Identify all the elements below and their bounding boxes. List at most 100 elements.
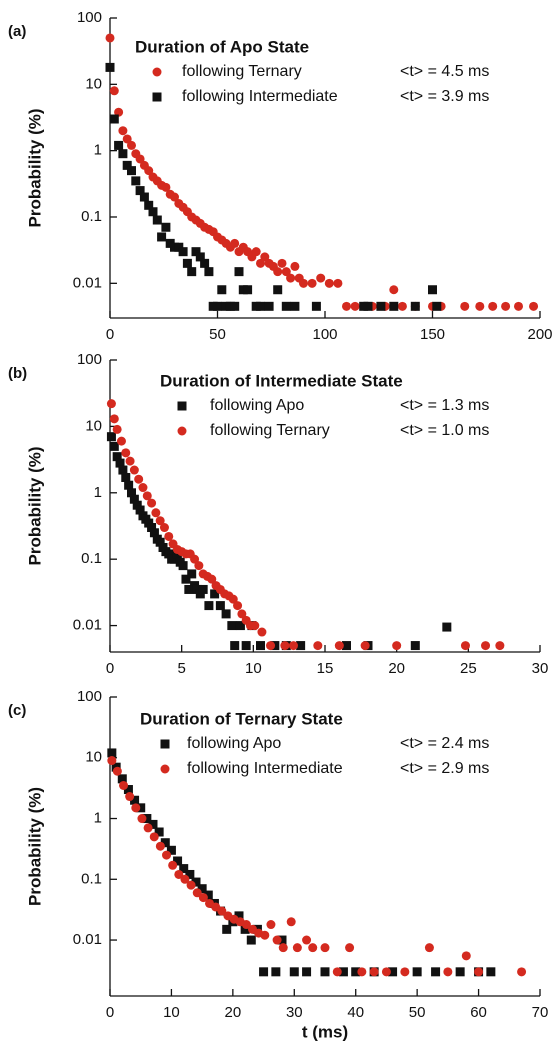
- point: [432, 301, 442, 311]
- point: [182, 258, 192, 268]
- point: [290, 261, 300, 271]
- x-tick-label: 70: [532, 1004, 549, 1021]
- point: [277, 935, 287, 945]
- point: [388, 967, 398, 977]
- y-tick-label: 0.1: [81, 550, 102, 567]
- point: [166, 845, 176, 855]
- panel-label: (b): [8, 365, 27, 382]
- point: [135, 186, 145, 196]
- point: [197, 884, 207, 894]
- point: [185, 869, 195, 879]
- point: [118, 149, 128, 159]
- legend-marker: [177, 401, 187, 411]
- point: [210, 589, 220, 599]
- point: [121, 472, 131, 482]
- point: [410, 641, 420, 651]
- point: [114, 140, 124, 150]
- point: [397, 301, 407, 311]
- point: [129, 494, 139, 504]
- point: [187, 569, 197, 579]
- point: [256, 641, 265, 651]
- legend-marker: [152, 92, 162, 102]
- point: [123, 785, 133, 795]
- point: [302, 967, 312, 977]
- point: [243, 285, 253, 295]
- point: [357, 967, 367, 977]
- point: [271, 967, 281, 977]
- point: [131, 803, 141, 813]
- point: [514, 301, 523, 311]
- point: [138, 483, 148, 493]
- y-tick-label: 10: [85, 417, 102, 434]
- point: [125, 792, 135, 802]
- point: [170, 192, 179, 202]
- point: [351, 967, 361, 977]
- y-axis-label: Probability (%): [25, 787, 44, 906]
- point: [410, 301, 420, 311]
- point: [198, 584, 208, 594]
- point: [296, 641, 306, 651]
- point: [121, 448, 131, 458]
- point: [424, 943, 434, 953]
- y-tick-label: 0.1: [81, 208, 102, 225]
- y-tick-label: 10: [85, 749, 102, 766]
- point: [311, 301, 321, 311]
- x-tick-label: 0: [106, 660, 114, 677]
- point: [135, 154, 145, 164]
- y-tick-label: 1: [94, 809, 102, 826]
- point: [151, 508, 161, 518]
- point: [289, 967, 299, 977]
- point: [529, 301, 539, 311]
- point: [495, 641, 505, 651]
- point: [204, 601, 214, 611]
- x-tick-label: 0: [106, 326, 114, 343]
- point: [350, 301, 360, 311]
- point: [116, 436, 126, 446]
- point: [324, 278, 334, 288]
- point: [179, 864, 189, 874]
- point: [155, 537, 165, 547]
- legend-stat: <t> = 1.0 ms: [400, 422, 489, 439]
- point: [272, 935, 282, 945]
- point: [149, 832, 159, 842]
- x-tick-label: 50: [209, 326, 226, 343]
- point: [222, 924, 232, 934]
- point: [148, 207, 158, 217]
- point: [198, 893, 208, 903]
- point: [155, 516, 165, 526]
- point: [174, 869, 184, 879]
- y-tick-label: 10: [85, 75, 102, 92]
- point: [241, 641, 251, 651]
- point: [161, 182, 171, 192]
- point: [215, 601, 225, 611]
- point: [203, 890, 213, 900]
- point: [461, 951, 471, 961]
- point: [154, 827, 164, 837]
- point: [114, 107, 124, 117]
- point: [106, 432, 116, 442]
- point: [455, 967, 465, 977]
- point: [230, 301, 240, 311]
- point: [392, 641, 402, 651]
- point: [475, 301, 485, 311]
- x-tick-label: 150: [420, 326, 445, 343]
- point: [428, 285, 437, 295]
- point: [308, 943, 318, 953]
- x-tick-label: 200: [527, 326, 552, 343]
- point: [488, 301, 498, 311]
- point: [118, 465, 128, 475]
- point: [230, 238, 240, 248]
- point: [217, 285, 227, 295]
- point: [119, 780, 129, 790]
- point: [332, 967, 342, 977]
- point: [334, 641, 344, 651]
- point: [333, 278, 343, 288]
- point: [286, 917, 296, 927]
- point: [342, 641, 351, 651]
- legend-marker: [177, 426, 187, 436]
- point: [144, 200, 154, 210]
- point: [234, 911, 244, 921]
- point: [460, 641, 470, 651]
- point: [109, 441, 119, 451]
